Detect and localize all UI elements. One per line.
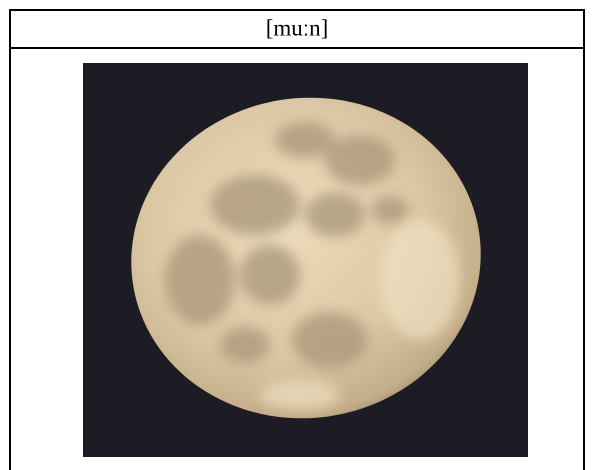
word-card: [muːn] [0, 0, 593, 470]
word-title: [muːn] [266, 15, 329, 40]
page: [muːn] (() => { const data = JSON.parse(… [0, 0, 593, 470]
moon-image [83, 63, 528, 457]
